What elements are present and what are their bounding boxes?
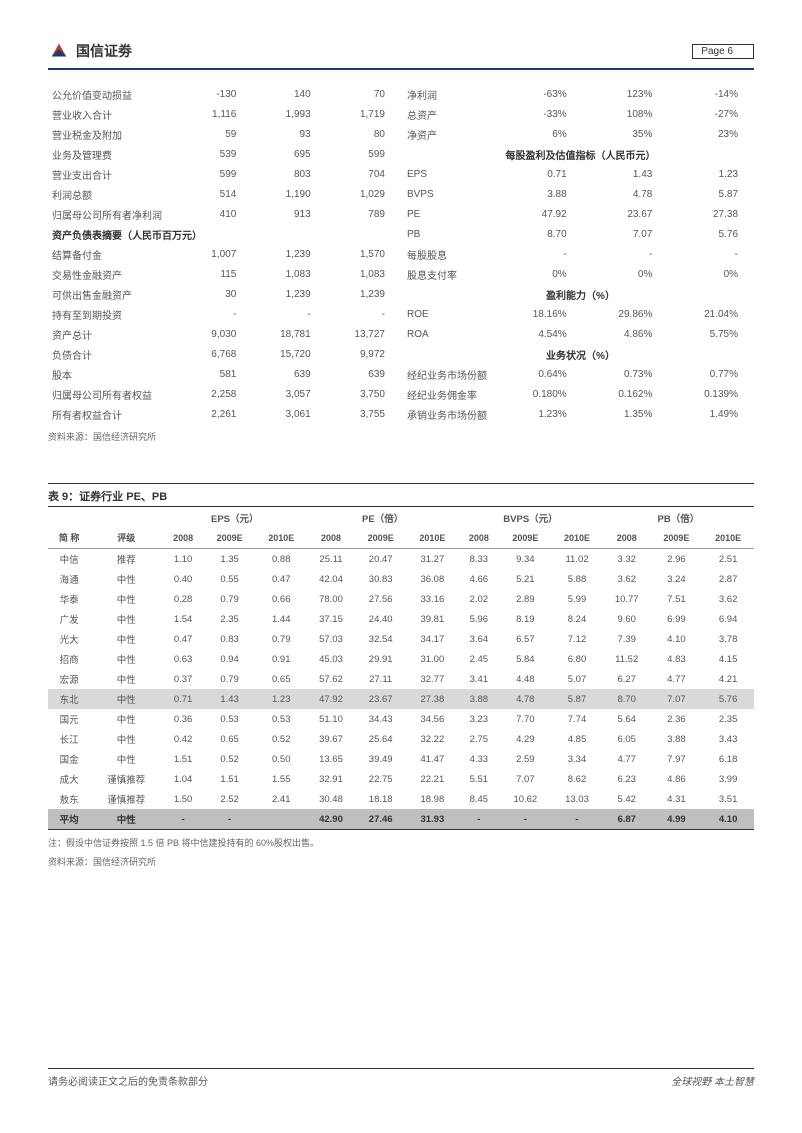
table-row: 敖东谨慎推荐1.502.522.4130.4818.1818.988.4510.… <box>48 789 754 809</box>
table-row: 东北中性0.711.431.2347.9223.6727.383.884.785… <box>48 689 754 709</box>
table-row: 宏源中性0.370.790.6557.6227.1132.773.414.485… <box>48 669 754 689</box>
table-row: 总资产-33%108%-27% <box>401 104 754 124</box>
table-row: 经纪业务市场份额0.64%0.73%0.77% <box>401 364 754 384</box>
table-row: 国金中性1.510.520.5013.6539.4941.474.332.593… <box>48 749 754 769</box>
table-row: 平均中性--42.9027.4631.93---6.874.994.10 <box>48 809 754 830</box>
table-row: 可供出售金融资产301,2391,239 <box>48 284 401 304</box>
table-row: 每股股息--- <box>401 244 754 264</box>
table9-note: 注：假设中信证券按照 1.5 倍 PB 将中信建投持有的 60%股权出售。 <box>48 836 754 849</box>
table9: EPS（元）PE（倍）BVPS（元）PB（倍）简 称评级20082009E201… <box>48 506 754 830</box>
company-name: 国信证劵 <box>76 41 132 61</box>
table-row: EPS0.711.431.23 <box>401 164 754 184</box>
page-number: Page 6 <box>692 44 754 59</box>
section-header: 业务状况（%） <box>401 344 754 364</box>
table-row: 负债合计6,76815,7209,972 <box>48 344 401 364</box>
table-row: 归属母公司所有者净利润410913789 <box>48 204 401 224</box>
source-note-1: 资料来源：国信经济研究所 <box>48 430 754 443</box>
table-row: 所有者权益合计2,2613,0613,755 <box>48 404 401 424</box>
logo-icon <box>48 40 70 62</box>
table-row: 营业收入合计1,1161,9931,719 <box>48 104 401 124</box>
table-row: 净利润-63%123%-14% <box>401 84 754 104</box>
page-header: 国信证劵 Page 6 <box>48 40 754 62</box>
footer-disclaimer: 请务必阅读正文之后的免责条款部分 <box>48 1073 208 1088</box>
table-row: 长江中性0.420.650.5239.6725.6432.222.754.294… <box>48 729 754 749</box>
table-row: PE47.9223.6727.38 <box>401 204 754 224</box>
page-footer: 请务必阅读正文之后的免责条款部分 全球视野 本土智慧 <box>48 1068 754 1088</box>
table-row: 成大谨慎推荐1.041.511.5532.9122.7522.215.517.0… <box>48 769 754 789</box>
table-row: ROE18.16%29.86%21.04% <box>401 304 754 324</box>
table-row: 营业税金及附加599380 <box>48 124 401 144</box>
logo: 国信证劵 <box>48 40 132 62</box>
table-row: 光大中性0.470.830.7957.0332.5434.173.646.577… <box>48 629 754 649</box>
financial-tables: 公允价值变动损益-13014070营业收入合计1,1161,9931,719营业… <box>48 84 754 424</box>
table-row: ROA4.54%4.86%5.75% <box>401 324 754 344</box>
table-row: 华泰中性0.280.790.6678.0027.5633.162.022.895… <box>48 589 754 609</box>
table-row: 中信推荐1.101.350.8825.1120.4731.278.339.341… <box>48 549 754 570</box>
header-rule <box>48 68 754 70</box>
footer-slogan: 全球视野 本土智慧 <box>671 1073 754 1088</box>
table-row: 承销业务市场份额1.23%1.35%1.49% <box>401 404 754 424</box>
table-row: 结算备付金1,0071,2391,570 <box>48 244 401 264</box>
section-header: 资产负债表摘要（人民币百万元） <box>48 224 401 244</box>
table-row: 股本581639639 <box>48 364 401 384</box>
table-row: 资产总计9,03018,78113,727 <box>48 324 401 344</box>
table-row: 持有至到期投资--- <box>48 304 401 324</box>
table-row: 业务及管理费539695599 <box>48 144 401 164</box>
table-row: 交易性金融资产1151,0831,083 <box>48 264 401 284</box>
table-row: 国元中性0.360.530.5351.1034.4334.563.237.707… <box>48 709 754 729</box>
table-row: 股息支付率0%0%0% <box>401 264 754 284</box>
section-header: 盈利能力（%） <box>401 284 754 304</box>
source-note-2: 资料来源：国信经济研究所 <box>48 855 754 868</box>
table-row: 营业支出合计599803704 <box>48 164 401 184</box>
table-row: 净资产6%35%23% <box>401 124 754 144</box>
table-row: 归属母公司所有者权益2,2583,0573,750 <box>48 384 401 404</box>
table-row: 利润总额5141,1901,029 <box>48 184 401 204</box>
table-row: 招商中性0.630.940.9145.0329.9131.002.455.846… <box>48 649 754 669</box>
section-header: 每股盈利及估值指标（人民币元） <box>401 144 754 164</box>
table-row: 公允价值变动损益-13014070 <box>48 84 401 104</box>
table-row: 广发中性1.542.351.4437.1524.4039.815.968.198… <box>48 609 754 629</box>
table-row: 经纪业务佣金率0.180%0.162%0.139% <box>401 384 754 404</box>
table-row: BVPS3.884.785.87 <box>401 184 754 204</box>
table-row: PB8.707.075.76 <box>401 224 754 244</box>
table-row: 海通中性0.400.550.4742.0430.8336.084.665.215… <box>48 569 754 589</box>
table9-title: 表 9：证券行业 PE、PB <box>48 483 754 504</box>
